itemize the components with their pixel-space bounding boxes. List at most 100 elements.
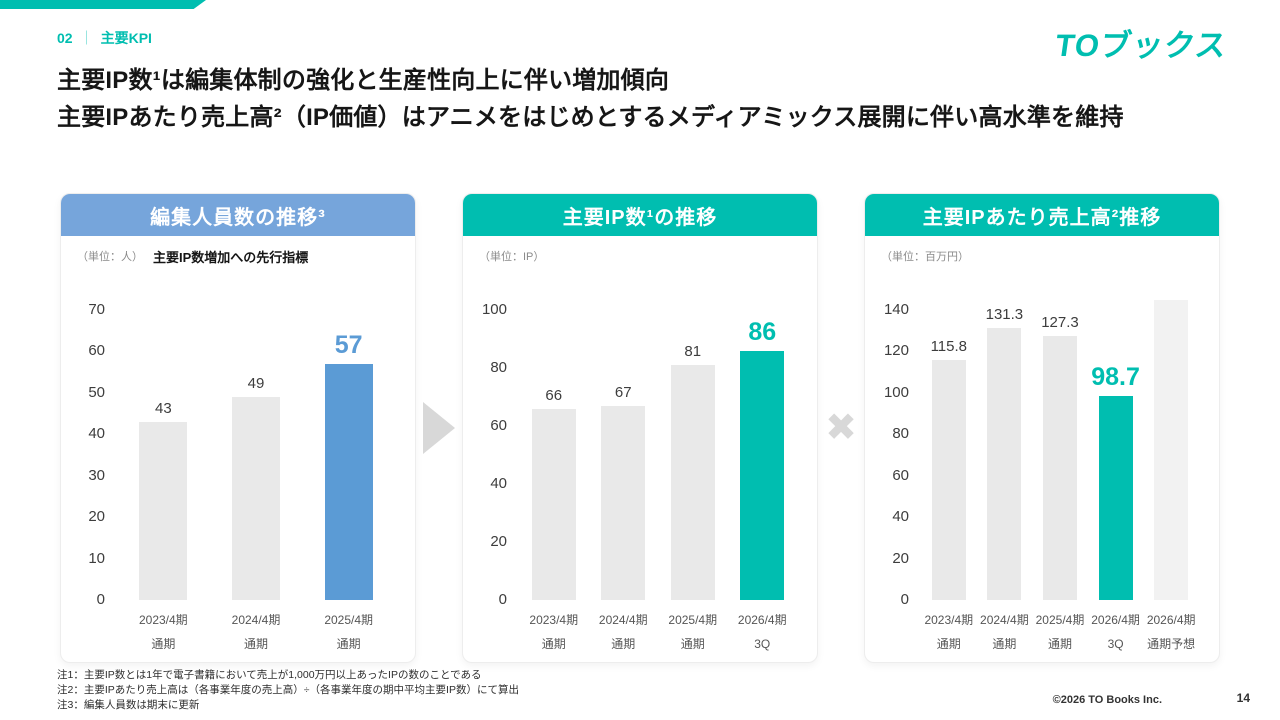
bar — [1154, 299, 1189, 600]
chart-card-sales-per-ip: 主要IPあたり売上高²推移 （単位：百万円） 0 20 40 60 80 100 120 14… — [864, 193, 1220, 663]
corner-accent-shape — [0, 0, 206, 9]
bar-value-label: 127.3 — [1041, 314, 1079, 332]
y-axis: 0 20 40 60 80 100 120 140 — [881, 270, 913, 608]
unit-row: （単位：IP） — [479, 246, 801, 266]
y-tick-label: 0 — [498, 591, 507, 608]
bar-value-label: 98.7 — [1091, 362, 1140, 391]
y-tick-label: 80 — [892, 425, 909, 443]
bar — [931, 360, 966, 600]
bar-value-label: 131.3 — [985, 306, 1024, 324]
y-tick-label: 20 — [892, 549, 909, 567]
y-tick-label: 40 — [892, 508, 909, 526]
copyright: ©2026 TO Books Inc. — [1052, 694, 1162, 706]
x-tick-label: 2023/4期 通期 — [924, 613, 974, 651]
bar-value-label: 81 — [684, 343, 702, 361]
y-tick-label: 100 — [481, 301, 507, 318]
footnote-3: 注3：編集人員数は期末に更新 — [57, 699, 200, 712]
bar — [1098, 395, 1133, 600]
section-title: 主要KPI — [100, 30, 152, 46]
section-divider: ｜ — [79, 30, 94, 46]
x-tick-label: 2023/4期 通期 — [529, 613, 579, 651]
unit-row: （単位：人） 主要IP数増加への先行指標 — [77, 246, 399, 266]
x-axis: 2023/4期 通期 2024/4期 通期 2025/4期 通期 2026/4期 3Q — [515, 600, 801, 656]
multiply-icon: ✖ — [825, 407, 857, 449]
bars-area: 43 49 57 — [113, 270, 399, 600]
y-tick-label: 20 — [88, 508, 105, 526]
bar-column — [1143, 270, 1199, 600]
bar-value-label: 49 — [247, 375, 265, 392]
bar-column: 57 — [302, 270, 395, 600]
bar-chart-major-ip: 0 20 40 60 80 100 66 67 81 86 2023/4期 通期 2024/4期 通期 20… — [479, 270, 801, 651]
bar — [1042, 336, 1077, 600]
y-tick-label: 140 — [883, 301, 909, 318]
bar-chart-sales-per-ip: 0 20 40 60 80 100 120 140 115.8 131.3 127.3 98.7 202… — [881, 270, 1203, 651]
connector-multiply: ✖ — [818, 193, 864, 663]
company-logo: TOブックス — [1053, 28, 1231, 63]
y-tick-label: 0 — [96, 591, 105, 608]
y-tick-label: 70 — [88, 301, 105, 318]
arrow-right-icon — [423, 402, 455, 454]
bar — [987, 328, 1022, 600]
x-axis: 2023/4期 通期 2024/4期 通期 2025/4期 通期 — [113, 600, 399, 656]
y-tick-label: 50 — [88, 383, 105, 401]
unit-label: （単位：IP） — [479, 251, 545, 263]
bar — [324, 363, 373, 600]
unit-label: （単位：百万円） — [881, 251, 969, 263]
footnote-2: 注2：主要IPあたり売上高は（各事業年度の売上高）÷（各事業年度の期中平均主要I… — [57, 684, 519, 697]
slide-title-line-2: 主要IPあたり売上高²（IP価値）はアニメをはじめとするメディアミックス展開に伴… — [57, 104, 1124, 132]
bar-value-label: 115.8 — [930, 338, 968, 356]
section-label: 02 ｜ 主要KPI — [57, 28, 152, 48]
unit-row: （単位：百万円） — [881, 246, 1203, 266]
y-tick-label: 0 — [900, 591, 909, 608]
section-number: 02 — [57, 30, 73, 46]
bar-column: 127.3 — [1032, 270, 1088, 600]
footnote-1: 注1：主要IP数とは1年で電子書籍において売上が1,000万円以上あったIPの数… — [57, 669, 482, 681]
bar-column: 66 — [519, 270, 589, 600]
bar-value-label: 67 — [614, 383, 632, 401]
y-tick-label: 10 — [88, 549, 105, 567]
bar — [139, 421, 188, 600]
page-number: 14 — [1236, 691, 1250, 705]
y-tick-label: 30 — [88, 466, 105, 484]
y-tick-label: 80 — [490, 359, 507, 376]
x-axis: 2023/4期 通期 2024/4期 通期 2025/4期 通期 2026/4期 3Q 2026… — [917, 600, 1203, 656]
bar-value-label: 86 — [748, 317, 777, 346]
x-tick-label: 2025/4期 通期 — [324, 613, 374, 651]
unit-label: （単位：人） — [77, 251, 143, 263]
bar-column: 86 — [728, 270, 798, 600]
bar-column: 98.7 — [1088, 270, 1144, 600]
bar-column: 43 — [117, 270, 210, 600]
bar-column: 131.3 — [977, 270, 1033, 600]
x-tick-label: 2024/4期 通期 — [980, 613, 1029, 651]
y-tick-label: 100 — [883, 383, 909, 401]
chart-card-title: 編集人員数の推移³ — [61, 194, 415, 236]
chart-card-body: （単位：百万円） 0 20 40 60 80 100 120 140 115.8 131.3 127… — [865, 236, 1219, 651]
bar — [740, 350, 785, 600]
bar-value-label: 57 — [334, 330, 363, 359]
y-tick-label: 40 — [490, 475, 507, 492]
chart-card-title: 主要IPあたり売上高²推移 — [865, 194, 1219, 236]
chart-note: 主要IP数増加への先行指標 — [153, 249, 309, 265]
bar — [670, 365, 715, 600]
bar — [232, 397, 280, 600]
chart-card-body: （単位：IP） 0 20 40 60 80 100 66 67 81 86 2023/4期 通期 202… — [463, 236, 817, 651]
chart-card-title: 主要IP数¹の推移 — [463, 194, 817, 236]
y-axis: 0 20 40 60 80 100 — [479, 270, 511, 608]
y-tick-label: 120 — [883, 342, 909, 360]
bar-chart-editors: 0 10 20 30 40 50 60 70 43 49 57 2023/4期 通期 2024/4期 通期 2… — [77, 270, 399, 651]
bars-area: 66 67 81 86 — [515, 270, 801, 600]
x-tick-label: 2026/4期 通期予想 — [1146, 613, 1196, 651]
y-axis: 0 10 20 30 40 50 60 70 — [77, 270, 109, 608]
chart-card-body: （単位：人） 主要IP数増加への先行指標 0 10 20 30 40 50 60 70 43 49… — [61, 236, 415, 652]
bar — [601, 405, 646, 600]
y-tick-label: 60 — [88, 342, 105, 360]
slide-title: 主要IP数¹は編集体制の強化と生産性向上に伴い増加傾向 主要IPあたり売上高²（… — [57, 62, 1124, 136]
chart-card-editors: 編集人員数の推移³ （単位：人） 主要IP数増加への先行指標 0 10 20 30 40… — [60, 193, 416, 663]
x-tick-label: 2026/4期 3Q — [737, 613, 787, 651]
bar-column: 67 — [589, 270, 659, 600]
bars-area: 115.8 131.3 127.3 98.7 — [917, 270, 1203, 600]
charts-row: 編集人員数の推移³ （単位：人） 主要IP数増加への先行指標 0 10 20 30 40… — [60, 193, 1220, 663]
y-tick-label: 60 — [892, 466, 909, 484]
x-tick-label: 2023/4期 通期 — [138, 613, 188, 651]
